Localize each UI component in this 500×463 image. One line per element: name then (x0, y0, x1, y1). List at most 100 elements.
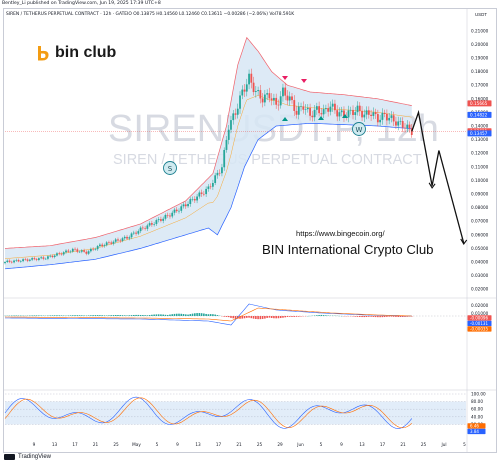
macd-histogram-bar (87, 315, 90, 316)
macd-histogram-bar (354, 316, 357, 317)
macd-histogram-bar (182, 314, 185, 316)
candle-body (212, 183, 214, 187)
candle-body (119, 240, 122, 242)
footer-brand: TradingView (18, 454, 52, 460)
macd-histogram-bar (282, 316, 284, 318)
macd-histogram-bar (207, 314, 210, 316)
candle-body (379, 119, 382, 123)
macd-histogram-bar (56, 315, 58, 316)
macd-histogram-bar (157, 314, 160, 316)
macd-histogram-bar (123, 315, 126, 316)
macd-histogram-bar (295, 316, 298, 317)
macd-histogram-bar (139, 314, 142, 316)
macd-histogram-bar (144, 315, 146, 316)
candle-body (331, 103, 334, 107)
candle-body (148, 223, 151, 226)
macd-histogram-bar (404, 316, 406, 317)
candle-body (196, 196, 198, 201)
candle-body (408, 124, 411, 129)
macd-histogram-bar (191, 313, 194, 316)
macd-signal-line (5, 307, 412, 322)
candle-body (388, 117, 391, 121)
candle-body (248, 73, 250, 85)
candle-body (279, 96, 282, 106)
candle-body (28, 259, 31, 261)
price-tag (467, 130, 492, 137)
bin-club-logo: bin club (36, 44, 116, 62)
candle-body (137, 231, 140, 234)
macd-histogram-bar (241, 316, 244, 319)
macd-histogram-bar (379, 316, 381, 318)
macd-histogram-bar (230, 316, 232, 318)
macd-histogram-bar (148, 315, 151, 316)
candle-body (62, 252, 65, 255)
macd-histogram-bar (101, 315, 103, 316)
candle-body (275, 97, 278, 105)
candle-body (397, 121, 400, 126)
macd-histogram-bar (78, 315, 81, 316)
marker-w-circle (352, 122, 366, 136)
macd-histogram-bar (92, 315, 94, 316)
macd-histogram-bar (225, 316, 228, 317)
candle-body (241, 89, 244, 96)
macd-histogram-bar (368, 316, 370, 317)
candle-body (327, 108, 330, 112)
candle-body (313, 109, 316, 118)
publish-info: Bentley_Li published on TradingView.com,… (2, 1, 161, 6)
candle-body (191, 199, 194, 200)
candle-body (406, 124, 409, 129)
candle-body (178, 210, 180, 212)
macd-histogram-bar (130, 315, 133, 316)
candle-body (126, 236, 128, 239)
candle-body (266, 93, 269, 95)
candle-body (169, 215, 171, 217)
stoch-axis-label: 80.00 (471, 399, 483, 404)
candle-body (193, 199, 196, 201)
candle-body (218, 172, 221, 174)
candle-body (123, 236, 126, 239)
tradingview-icon (4, 454, 15, 460)
macd-histogram-bar (81, 315, 83, 316)
macd-histogram-bar (245, 316, 248, 318)
macd-histogram-bar (194, 313, 196, 316)
candle-body (340, 110, 343, 113)
macd-histogram-bar (33, 315, 36, 316)
time-axis-label: 5 (320, 442, 323, 447)
macd-histogram-bar (169, 314, 171, 316)
candle-body (162, 218, 165, 221)
candle-body (334, 103, 336, 111)
candle-body (354, 112, 357, 116)
buy-arrow-icon (318, 116, 324, 120)
candle-body (293, 100, 296, 111)
candle-body (128, 237, 131, 239)
macd-histogram-bar (288, 316, 291, 317)
macd-histogram-bar (164, 314, 167, 316)
macd-histogram-bar (74, 315, 76, 316)
macd-histogram-bar (259, 316, 262, 320)
macd-histogram-bar (316, 315, 318, 316)
candle-body (336, 110, 339, 117)
candle-body (58, 253, 61, 254)
candle-body (182, 204, 185, 207)
price-axis-label: 0.07000 (471, 219, 489, 224)
macd-histogram-bar (361, 316, 363, 318)
candle-body (225, 139, 228, 150)
macd-histogram-bar (227, 316, 230, 318)
candle-body (286, 95, 289, 101)
bin-club-icon (38, 46, 49, 61)
candle-body (92, 248, 95, 250)
macd-histogram-bar (284, 316, 287, 318)
macd-histogram-bar (286, 316, 289, 317)
candle-body (117, 239, 119, 241)
candle-body (110, 242, 113, 244)
candle-body (99, 244, 101, 247)
candle-body (254, 91, 257, 93)
candle-body (304, 109, 307, 110)
candle-body (381, 112, 384, 120)
candle-body (96, 246, 99, 250)
macd-histogram-bar (372, 316, 375, 317)
candle-body (306, 107, 309, 110)
price-axis-label: 0.19000 (471, 56, 489, 61)
candle-body (250, 73, 253, 83)
